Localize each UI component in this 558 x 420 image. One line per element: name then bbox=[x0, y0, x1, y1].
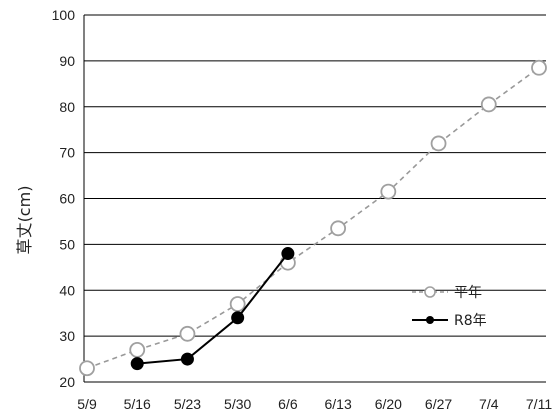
data-point bbox=[231, 311, 245, 325]
y-axis-label: 草丈(cm) bbox=[15, 186, 34, 255]
x-tick-label: 7/11 bbox=[526, 396, 552, 412]
y-tick-label: 90 bbox=[59, 53, 75, 69]
x-tick-label: 5/30 bbox=[224, 396, 251, 412]
legend-item: 平年 bbox=[412, 285, 482, 301]
legend-label: 平年 bbox=[454, 285, 482, 301]
data-point bbox=[130, 357, 144, 371]
legend-item: R8年 bbox=[412, 313, 487, 329]
x-tick-label: 5/9 bbox=[77, 396, 97, 412]
data-point bbox=[129, 341, 146, 358]
y-tick-label: 80 bbox=[59, 99, 75, 115]
legend-label: R8年 bbox=[454, 313, 487, 329]
x-tick-label: 5/23 bbox=[174, 396, 201, 412]
x-tick-label: 6/13 bbox=[324, 396, 351, 412]
x-tick-label: 5/16 bbox=[124, 396, 151, 412]
data-point bbox=[330, 220, 347, 237]
legend-marker bbox=[426, 316, 434, 324]
data-point bbox=[531, 59, 547, 76]
data-point bbox=[229, 296, 246, 312]
data-point bbox=[79, 360, 95, 377]
data-point bbox=[179, 325, 196, 342]
y-tick-label: 70 bbox=[59, 145, 75, 161]
y-tick-label: 100 bbox=[52, 7, 76, 23]
y-tick-labels: 20 30 40 50 60 70 80 90 100 bbox=[52, 7, 76, 390]
y-tick-label: 50 bbox=[59, 236, 75, 252]
legend: 平年 R8年 bbox=[412, 285, 487, 329]
y-tick-label: 30 bbox=[59, 328, 75, 344]
data-point bbox=[380, 183, 397, 200]
y-tick-label: 40 bbox=[59, 282, 75, 298]
series-line bbox=[137, 252, 289, 365]
series-group bbox=[79, 59, 547, 377]
x-tick-labels: 5/9 5/16 5/23 5/30 6/6 6/13 6/20 6/27 7/4 7/11 bbox=[77, 396, 552, 412]
y-tick-label: 20 bbox=[59, 374, 75, 390]
x-tick-label: 6/20 bbox=[375, 396, 402, 412]
axes bbox=[83, 15, 546, 383]
data-point bbox=[281, 247, 295, 261]
series-line bbox=[86, 67, 540, 369]
x-tick-label: 6/6 bbox=[278, 396, 298, 412]
data-point bbox=[180, 352, 194, 366]
x-tick-label: 7/4 bbox=[479, 396, 499, 412]
legend-marker bbox=[424, 286, 436, 298]
x-tick-label: 6/27 bbox=[425, 396, 452, 412]
data-point bbox=[480, 96, 497, 113]
data-point bbox=[430, 135, 447, 152]
y-tick-label: 60 bbox=[59, 191, 75, 207]
series-r8 bbox=[130, 247, 295, 371]
